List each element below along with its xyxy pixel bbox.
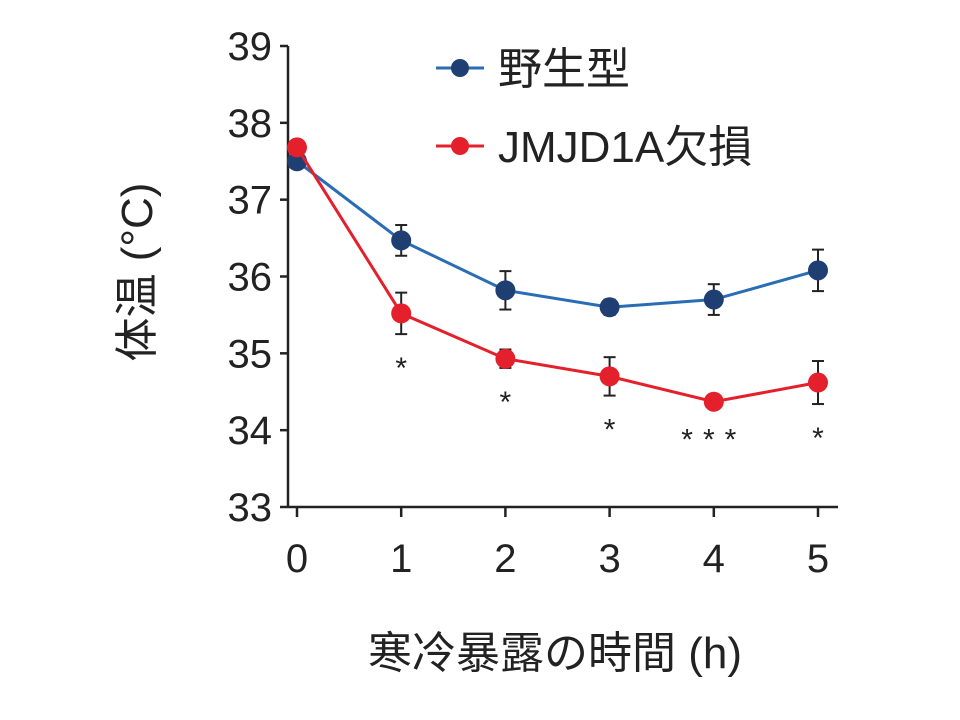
y-tick-label: 33 (228, 486, 273, 530)
legend-item-1: 野生型 (436, 45, 630, 94)
legend-item-2: JMJD1A欠損 (436, 123, 752, 172)
data-point (703, 391, 724, 412)
data-point (495, 280, 516, 301)
series-2 (287, 137, 828, 412)
y-tick-label: 36 (228, 256, 273, 300)
series-line (296, 160, 819, 309)
legend-label: JMJD1A欠損 (498, 123, 752, 172)
significance-mark: * (604, 414, 616, 447)
legend: 野生型 JMJD1A欠損 (436, 45, 752, 172)
data-point (391, 230, 412, 251)
x-tick-label: 5 (807, 537, 829, 581)
data-point (808, 260, 828, 281)
data-point (599, 297, 620, 318)
significance-mark: * (395, 352, 407, 385)
significance-mark: * (500, 386, 512, 419)
x-tick-label: 2 (494, 537, 516, 581)
x-tick-label: 3 (598, 537, 620, 581)
y-axis-label: 体温 (°C) (113, 183, 162, 362)
x-tick-label: 0 (286, 537, 308, 581)
data-point (495, 348, 516, 369)
y-tick-label: 39 (228, 25, 273, 69)
data-point (703, 289, 724, 310)
y-tick-label: 37 (228, 179, 273, 223)
x-tick-label: 4 (703, 537, 725, 581)
series-1 (287, 151, 828, 318)
data-point (599, 366, 620, 387)
y-tick-label: 38 (228, 102, 273, 146)
x-tick-label: 1 (390, 537, 412, 581)
legend-marker (451, 137, 469, 155)
data-point (287, 137, 307, 158)
series-line (295, 146, 819, 404)
y-tick-label: 35 (228, 332, 273, 376)
series-layer (287, 137, 828, 412)
legend-label: 野生型 (498, 45, 630, 94)
legend-marker (451, 59, 469, 77)
y-tick-label: 34 (228, 409, 273, 453)
data-point (391, 303, 412, 324)
significance-annotations: *** *** * (395, 352, 824, 456)
x-axis-label: 寒冷暴露の時間 (h) (368, 629, 742, 678)
significance-mark: *** (681, 424, 746, 457)
significance-mark: * (812, 422, 824, 455)
data-point (808, 372, 828, 393)
